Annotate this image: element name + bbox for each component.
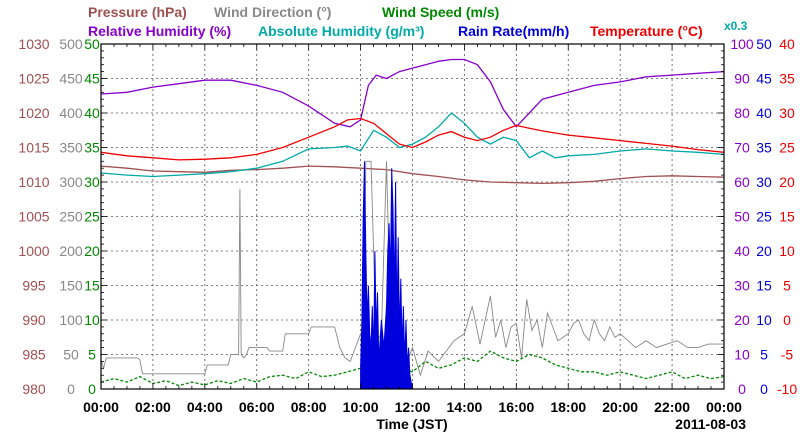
- y-tick-label-wind-speed: 50: [84, 36, 100, 52]
- x-axis-title: Time (JST): [376, 416, 447, 432]
- x-tick-label: 22:00: [654, 399, 690, 415]
- x-tick-label: 12:00: [395, 399, 431, 415]
- y-tick-label-pressure: 980: [22, 381, 46, 397]
- y-tick-label-temperature: 5: [783, 278, 791, 294]
- y-tick-label-pressure: 1020: [18, 105, 49, 121]
- y-tick-label-rain-rate: 0: [760, 381, 768, 397]
- y-tick-label-pressure: 1005: [18, 209, 49, 225]
- y-tick-label-rain-rate: 45: [756, 71, 772, 87]
- series-wind-direction: [100, 160, 724, 377]
- y-tick-label-wind-direction: 500: [59, 36, 83, 52]
- series-rain-rate-mm-h: [360, 161, 414, 390]
- y-tick-label-relative-humidity: 70: [734, 140, 750, 156]
- y-tick-label-wind-direction: 200: [59, 243, 83, 259]
- y-tick-label-wind-speed: 40: [84, 105, 100, 121]
- y-tick-label-temperature: 20: [779, 174, 795, 190]
- x-tick-label: 16:00: [498, 399, 534, 415]
- y-tick-label-relative-humidity: 30: [734, 278, 750, 294]
- y-tick-label-wind-direction: 150: [59, 278, 83, 294]
- x-tick-label: 20:00: [602, 399, 638, 415]
- y-tick-label-pressure: 1010: [18, 174, 49, 190]
- y-tick-label-wind-speed: 10: [84, 312, 100, 328]
- series-pressure-hpa: [100, 165, 725, 185]
- y-tick-label-wind-direction: 300: [59, 174, 83, 190]
- y-tick-label-wind-direction: 50: [63, 347, 79, 363]
- y-tick-label-relative-humidity: 10: [734, 347, 750, 363]
- y-tick-label-pressure: 1000: [18, 243, 49, 259]
- y-tick-label-wind-direction: 400: [59, 105, 83, 121]
- y-tick-label-relative-humidity: 90: [734, 71, 750, 87]
- y-tick-label-temperature: 15: [779, 209, 795, 225]
- y-tick-label-wind-speed: 0: [88, 381, 96, 397]
- y-tick-label-rain-rate: 50: [756, 36, 772, 52]
- y-tick-label-temperature: -5: [781, 347, 794, 363]
- series-relative-humidity: [100, 58, 725, 128]
- x-tick-label: 14:00: [447, 399, 483, 415]
- y-tick-label-wind-speed: 45: [84, 71, 100, 87]
- y-tick-label-temperature: -10: [777, 381, 797, 397]
- y-tick-label-temperature: 30: [779, 105, 795, 121]
- y-tick-label-temperature: 35: [779, 71, 795, 87]
- y-tick-label-relative-humidity: 40: [734, 243, 750, 259]
- legend-relative-humidity-label: Relative Humidity (%): [88, 23, 231, 39]
- y-tick-label-wind-speed: 5: [88, 347, 96, 363]
- legend-wind-direction-label: Wind Direction (°): [214, 4, 331, 20]
- legend-rain-rate-label: Rain Rate(mm/h): [458, 23, 569, 39]
- y-tick-label-pressure: 1015: [18, 140, 49, 156]
- y-tick-label-pressure: 990: [22, 312, 46, 328]
- y-tick-label-wind-speed: 15: [84, 278, 100, 294]
- y-tick-label-rain-rate: 35: [756, 140, 772, 156]
- legend-wind-speed-label: Wind Speed (m/s): [382, 4, 499, 20]
- y-tick-label-wind-direction: 450: [59, 71, 83, 87]
- y-tick-label-relative-humidity: 100: [730, 36, 754, 52]
- y-tick-label-rain-rate: 5: [760, 347, 768, 363]
- x-tick-label: 02:00: [135, 399, 171, 415]
- y-tick-label-rain-rate: 40: [756, 105, 772, 121]
- y-tick-label-wind-speed: 35: [84, 140, 100, 156]
- legend-absolute-humidity-label: Absolute Humidity (g/m³): [258, 23, 424, 39]
- y-tick-label-temperature: 10: [779, 243, 795, 259]
- y-tick-label-rain-rate: 15: [756, 278, 772, 294]
- y-tick-label-wind-direction: 350: [59, 140, 83, 156]
- chart-series: [100, 58, 725, 390]
- y-tick-label-rain-rate: 25: [756, 209, 772, 225]
- x-tick-label: 18:00: [550, 399, 586, 415]
- y-tick-label-relative-humidity: 80: [734, 105, 750, 121]
- y-tick-label-relative-humidity: 60: [734, 174, 750, 190]
- y-tick-label-rain-rate: 10: [756, 312, 772, 328]
- x-tick-label: 08:00: [291, 399, 327, 415]
- y-tick-label-temperature: 0: [783, 312, 791, 328]
- y-tick-label-wind-speed: 30: [84, 174, 100, 190]
- y-tick-label-pressure: 1025: [18, 71, 49, 87]
- y-tick-label-wind-speed: 20: [84, 243, 100, 259]
- y-tick-label-pressure: 1030: [18, 36, 49, 52]
- x-tick-label: 00:00: [83, 399, 119, 415]
- series-wind-speed-m-s: [100, 350, 725, 387]
- chart-date-label: 2011-08-03: [675, 416, 746, 432]
- y-tick-label-pressure: 985: [22, 347, 46, 363]
- x-tick-label: 06:00: [239, 399, 275, 415]
- series-temperature-c: [100, 117, 725, 161]
- y-tick-label-relative-humidity: 20: [734, 312, 750, 328]
- y-tick-label-relative-humidity: 0: [738, 381, 746, 397]
- y-tick-label-pressure: 995: [22, 278, 46, 294]
- y-tick-label-rain-rate: 20: [756, 243, 772, 259]
- y-tick-label-wind-direction: 250: [59, 209, 83, 225]
- legend-temperature-label: Temperature (°C): [590, 23, 703, 39]
- legend-pressure-label: Pressure (hPa): [88, 4, 187, 20]
- series-absolute-humidity-g-m: [100, 112, 725, 178]
- y-tick-label-wind-direction: 0: [67, 381, 75, 397]
- y-tick-label-rain-rate: 30: [756, 174, 772, 190]
- x-tick-label: 04:00: [187, 399, 223, 415]
- y-tick-label-temperature: 25: [779, 140, 795, 156]
- x-tick-label: 10:00: [343, 399, 379, 415]
- y-tick-label-relative-humidity: 50: [734, 209, 750, 225]
- y-tick-label-temperature: 40: [779, 36, 795, 52]
- legend-rain-scale-note: x0.3: [724, 19, 748, 33]
- y-tick-label-wind-direction: 100: [59, 312, 83, 328]
- chart-axes: 1030102510201015101010051000995990985980…: [18, 36, 797, 415]
- y-tick-label-wind-speed: 25: [84, 209, 100, 225]
- x-tick-label: 00:00: [706, 399, 742, 415]
